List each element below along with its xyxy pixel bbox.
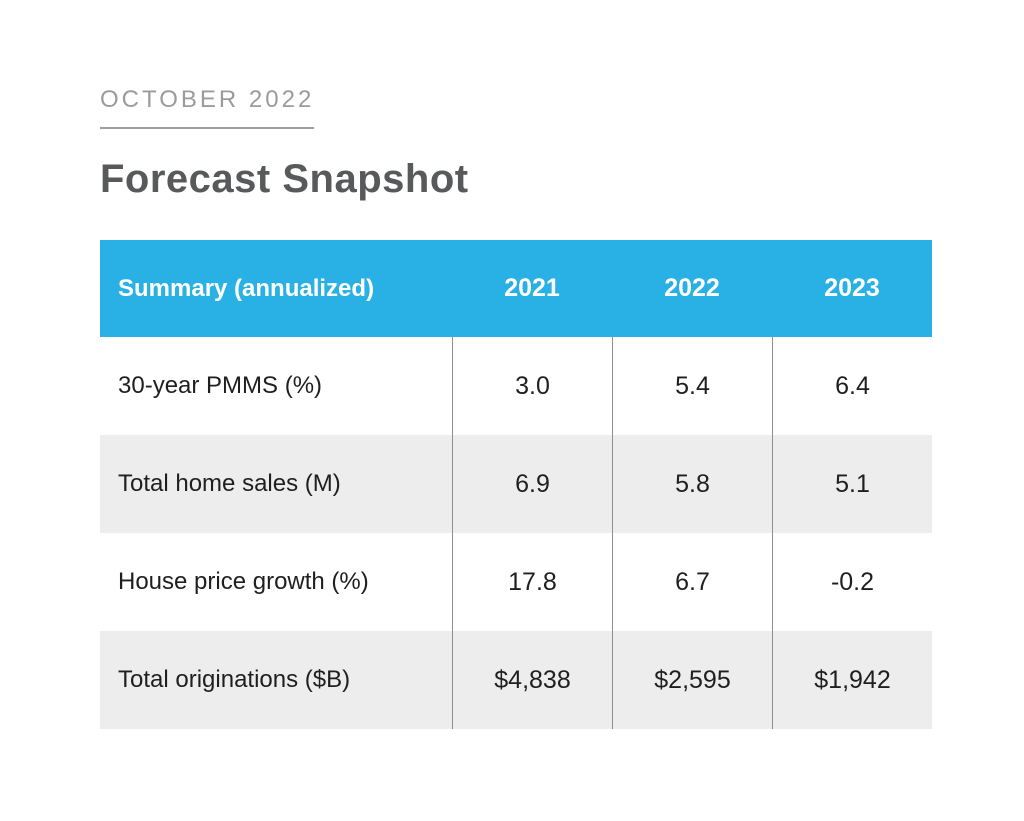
row-value-2021: 17.8 bbox=[452, 533, 612, 631]
row-label: Total home sales (M) bbox=[118, 470, 341, 497]
eyebrow-row: OCTOBER 2022 bbox=[100, 86, 932, 129]
row-label: Total originations ($B) bbox=[118, 666, 351, 693]
row-value-2021: $4,838 bbox=[452, 631, 612, 729]
row-value-2022: $2,595 bbox=[612, 631, 772, 729]
row-value-2023: 6.4 bbox=[772, 337, 932, 435]
row-value-2023: $1,942 bbox=[772, 631, 932, 729]
row-value-2023: 5.1 bbox=[772, 435, 932, 533]
header-summary-label: Summary (annualized) bbox=[118, 274, 375, 302]
table-row-price-growth: House price growth (%) 17.8 6.7 -0.2 bbox=[100, 533, 932, 631]
table-row-home-sales: Total home sales (M) 6.9 5.8 5.1 bbox=[100, 435, 932, 533]
table-row-originations: Total originations ($B) $4,838 $2,595 $1… bbox=[100, 631, 932, 729]
header-year-2021: 2021 bbox=[504, 274, 560, 302]
report-date-label: OCTOBER 2022 bbox=[100, 86, 315, 129]
row-label: House price growth (%) bbox=[118, 568, 369, 595]
row-label: 30-year PMMS (%) bbox=[118, 372, 323, 399]
table-row-pmms: 30-year PMMS (%) 3.0 5.4 6.4 bbox=[100, 337, 932, 435]
row-value-2022: 5.8 bbox=[612, 435, 772, 533]
row-value-2021: 6.9 bbox=[452, 435, 612, 533]
row-value-2021: 3.0 bbox=[452, 337, 612, 435]
page-title: Forecast Snapshot bbox=[100, 157, 469, 201]
header-year-2023: 2023 bbox=[824, 274, 880, 302]
table-header-row: Summary (annualized) 2021 2022 2023 bbox=[100, 240, 932, 337]
row-value-2022: 5.4 bbox=[612, 337, 772, 435]
row-value-2023: -0.2 bbox=[772, 533, 932, 631]
report-content: OCTOBER 2022 Forecast Snapshot Summary (… bbox=[100, 86, 932, 729]
forecast-table: Summary (annualized) 2021 2022 2023 30-y… bbox=[100, 240, 932, 729]
row-value-2022: 6.7 bbox=[612, 533, 772, 631]
header-year-2022: 2022 bbox=[664, 274, 720, 302]
